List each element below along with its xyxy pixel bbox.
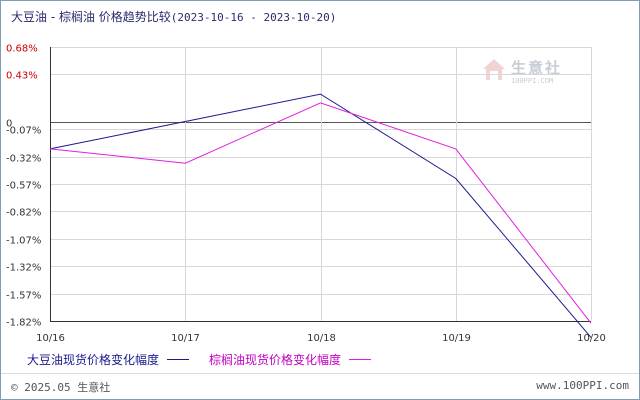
- y-tick-label: -1.32%: [6, 263, 41, 274]
- footer-divider: [1, 373, 639, 374]
- chart-title-text: 大豆油 - 棕榈油 价格趋势比较: [11, 10, 171, 24]
- x-tick-label: 10/19: [442, 333, 471, 344]
- tick-labels: 0.68% 0.43% 0-0.07% -0.32% -0.57% -0.82% -1.07…: [6, 44, 606, 345]
- y-tick-label: -1.07%: [6, 236, 41, 247]
- chart-date-range: (2023-10-16 - 2023-10-20): [170, 11, 337, 24]
- legend-item-series-1: 大豆油现货价格变化幅度: [27, 351, 190, 368]
- site-url-link[interactable]: www.100PPI.com: [536, 379, 629, 392]
- legend-item-series-2: 棕榈油现货价格变化幅度: [209, 351, 372, 368]
- y-tick-label: -0.07%: [6, 126, 41, 137]
- chart-title: 大豆油 - 棕榈油 价格趋势比较(2023-10-16 - 2023-10-20…: [11, 8, 336, 25]
- y-tick-label: -0.32%: [6, 154, 41, 165]
- legend-swatch-series-2: [349, 359, 372, 360]
- y-tick-label: 0: [6, 119, 12, 130]
- y-tick-label: -1.82%: [6, 318, 41, 329]
- copyright-text: © 2025.05 生意社: [11, 381, 111, 394]
- x-tick-label: 10/17: [171, 333, 200, 344]
- x-tick-label: 10/18: [307, 333, 336, 344]
- series-line-2: [49, 102, 592, 324]
- y-tick-label: 0.43%: [6, 71, 38, 82]
- watermark-name: 生意社: [511, 59, 563, 77]
- y-tick-label: -1.57%: [6, 291, 41, 302]
- grid-lines: [50, 47, 592, 322]
- axes: [50, 47, 591, 322]
- x-tick-label: 10/16: [36, 333, 65, 344]
- y-tick-label: -0.57%: [6, 181, 41, 192]
- watermark-url: 100PPI.COM: [511, 77, 554, 85]
- series-line-1: [49, 93, 592, 338]
- legend-label-series-1: 大豆油现货价格变化幅度: [27, 353, 160, 367]
- x-tick-label: 10/20: [577, 333, 606, 344]
- series-lines: [49, 93, 592, 338]
- legend-label-series-2: 棕榈油现货价格变化幅度: [209, 353, 342, 367]
- y-tick-label: -0.82%: [6, 208, 41, 219]
- y-tick-label: 0.68%: [6, 44, 38, 55]
- legend-swatch-series-1: [167, 359, 190, 360]
- legend: 大豆油现货价格变化幅度 棕榈油现货价格变化幅度: [27, 351, 391, 368]
